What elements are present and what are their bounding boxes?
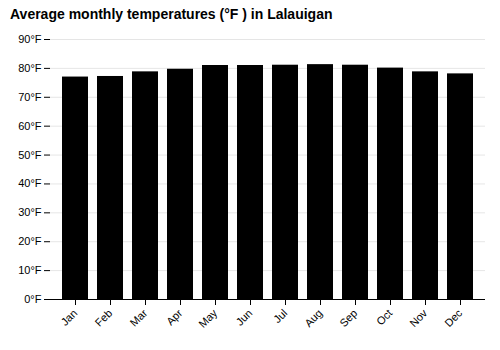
svg-text:Aug: Aug — [302, 307, 324, 329]
svg-text:Feb: Feb — [93, 307, 115, 329]
svg-text:70°F: 70°F — [18, 91, 42, 103]
svg-text:20°F: 20°F — [18, 235, 42, 247]
svg-text:Sep: Sep — [337, 307, 359, 329]
svg-text:40°F: 40°F — [18, 177, 42, 189]
svg-text:30°F: 30°F — [18, 206, 42, 218]
html-text:Average monthly temperatures (: Average monthly temperatures (°F ) in La… — [10, 6, 333, 22]
svg-text:Nov: Nov — [407, 306, 430, 329]
svg-text:Jan: Jan — [58, 307, 79, 328]
svg-text:Jun: Jun — [233, 307, 254, 328]
svg-text:80°F: 80°F — [18, 62, 42, 74]
svg-text:60°F: 60°F — [18, 120, 42, 132]
svg-text:0°F: 0°F — [24, 293, 42, 305]
svg-text:Dec: Dec — [442, 306, 465, 329]
svg-text:May: May — [196, 306, 220, 330]
svg-text:Oct: Oct — [374, 307, 395, 328]
svg-text:50°F: 50°F — [18, 149, 42, 161]
svg-text:Mar: Mar — [128, 307, 150, 329]
svg-text:90°F: 90°F — [18, 33, 42, 45]
svg-text:10°F: 10°F — [18, 264, 42, 276]
svg-text:Jul: Jul — [271, 307, 289, 325]
svg-text:Apr: Apr — [164, 307, 185, 328]
